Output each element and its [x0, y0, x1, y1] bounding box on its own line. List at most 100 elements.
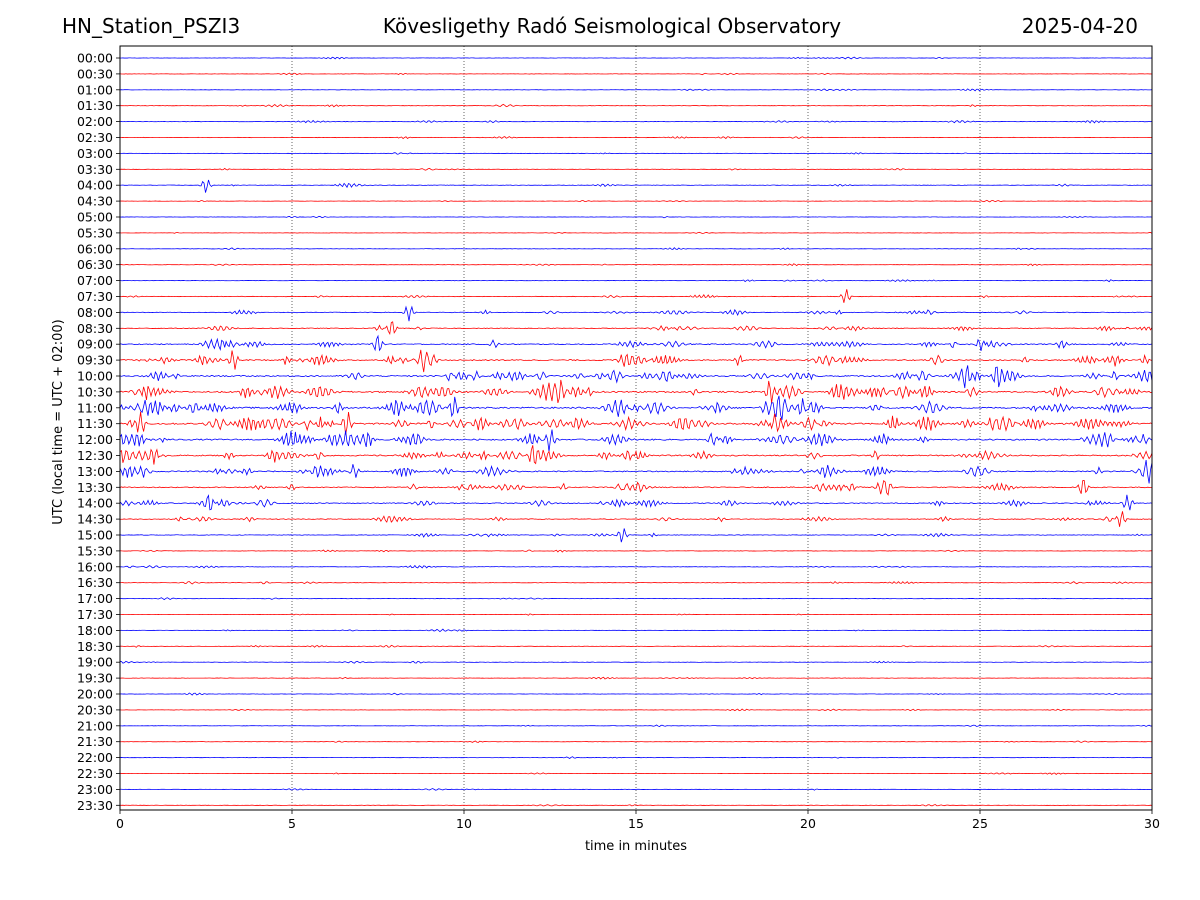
trace-00:30: [119, 72, 1153, 76]
trace-13:00: [119, 460, 1153, 484]
y-tick-label: 04:00: [77, 178, 113, 193]
y-tick-label: 06:00: [77, 241, 113, 256]
trace-04:00: [119, 179, 1153, 193]
y-tick-label: 11:30: [77, 416, 113, 431]
y-tick-label: 06:30: [77, 257, 113, 272]
y-tick-label: 22:00: [77, 750, 113, 765]
trace-20:30: [119, 708, 1153, 712]
y-tick-label: 20:00: [77, 687, 113, 702]
y-axis-label: UTC (local time = UTC + 02:00): [51, 319, 66, 524]
trace-03:30: [119, 167, 1153, 171]
y-tick-label: 07:30: [77, 289, 113, 304]
trace-01:00: [119, 88, 1153, 92]
trace-15:00: [119, 528, 1153, 543]
trace-17:00: [119, 597, 1153, 601]
trace-21:00: [119, 724, 1153, 728]
trace-08:30: [119, 321, 1153, 335]
x-tick-label: 20: [800, 816, 816, 831]
observatory-title: Kövesligethy Radó Seismological Observat…: [382, 14, 842, 38]
y-tick-label: 02:30: [77, 130, 113, 145]
trace-06:00: [119, 247, 1153, 251]
trace-18:30: [119, 644, 1153, 648]
y-tick-label: 19:00: [77, 655, 113, 670]
trace-23:00: [119, 788, 1152, 791]
trace-06:30: [119, 263, 1153, 267]
y-tick-label: 12:00: [77, 432, 113, 447]
y-tick-label: 21:00: [77, 718, 113, 733]
x-tick-label: 25: [972, 816, 988, 831]
trace-22:30: [119, 772, 1153, 775]
trace-16:00: [119, 564, 1153, 569]
trace-03:00: [119, 152, 1153, 155]
x-tick-label: 10: [456, 816, 472, 831]
trace-21:30: [120, 740, 1153, 743]
y-tick-label: 19:30: [77, 671, 113, 686]
y-tick-label: 00:30: [77, 66, 113, 81]
trace-09:00: [119, 334, 1153, 352]
seismic-traces: [119, 56, 1153, 807]
trace-19:00: [119, 660, 1153, 664]
x-tick-label: 30: [1144, 816, 1160, 831]
trace-19:30: [119, 676, 1153, 680]
trace-02:00: [119, 119, 1153, 124]
trace-05:30: [119, 231, 1153, 234]
y-tick-label: 21:30: [77, 734, 113, 749]
trace-04:30: [119, 199, 1153, 203]
y-tick-label: 14:30: [77, 512, 113, 527]
trace-12:00: [119, 429, 1153, 452]
y-tick-label: 16:30: [77, 575, 113, 590]
record-date: 2025-04-20: [1021, 14, 1138, 38]
trace-10:30: [119, 379, 1153, 404]
trace-18:00: [119, 628, 1153, 633]
x-tick-label: 15: [628, 816, 644, 831]
vertical-gridlines: [291, 46, 981, 810]
y-tick-label: 03:30: [77, 162, 113, 177]
y-tick-label: 01:00: [77, 82, 113, 97]
trace-12:30: [119, 445, 1153, 465]
y-tick-label: 10:30: [77, 384, 113, 399]
y-tick-label: 23:30: [77, 798, 113, 813]
trace-11:30: [119, 411, 1153, 435]
trace-02:30: [119, 136, 1153, 140]
y-tick-label: 09:30: [77, 353, 113, 368]
trace-16:30: [119, 580, 1153, 585]
y-tick-label: 10:00: [77, 369, 113, 384]
trace-22:00: [119, 756, 1153, 759]
y-tick-label: 14:00: [77, 496, 113, 511]
y-tick-label: 05:30: [77, 225, 113, 240]
trace-17:30: [119, 613, 1153, 616]
trace-09:30: [119, 349, 1153, 373]
y-tick-label: 15:30: [77, 543, 113, 558]
x-axis-label: time in minutes: [585, 839, 687, 854]
y-tick-label: 20:30: [77, 702, 113, 717]
y-tick-label: 02:00: [77, 114, 113, 129]
y-tick-label: 17:30: [77, 607, 113, 622]
y-tick-label: 13:00: [77, 464, 113, 479]
trace-07:30: [119, 289, 1153, 303]
trace-20:00: [119, 692, 1153, 696]
y-tick-label: 01:30: [77, 98, 113, 113]
y-tick-label: 18:30: [77, 639, 113, 654]
trace-07:00: [119, 279, 1153, 283]
trace-00:00: [119, 56, 1153, 60]
y-tick-label: 08:00: [77, 305, 113, 320]
y-tick-label: 07:00: [77, 273, 113, 288]
trace-14:30: [119, 511, 1153, 527]
y-tick-label: 23:00: [77, 782, 113, 797]
y-tick-label: 16:00: [77, 559, 113, 574]
trace-15:30: [119, 549, 1153, 553]
y-tick-label: 22:30: [77, 766, 113, 781]
trace-11:00: [119, 395, 1153, 420]
y-tick-label: 03:00: [77, 146, 113, 161]
y-tick-label: 00:00: [77, 51, 113, 66]
y-tick-label: 04:30: [77, 194, 113, 209]
y-tick-label: 05:00: [77, 210, 113, 225]
y-axis-ticks: 00:0000:3001:0001:3002:0002:3003:0003:30…: [77, 51, 120, 813]
y-tick-label: 09:00: [77, 337, 113, 352]
y-tick-label: 08:30: [77, 321, 113, 336]
y-tick-label: 12:30: [77, 448, 113, 463]
y-tick-label: 17:00: [77, 591, 113, 606]
trace-13:30: [119, 479, 1153, 496]
y-tick-label: 13:30: [77, 480, 113, 495]
